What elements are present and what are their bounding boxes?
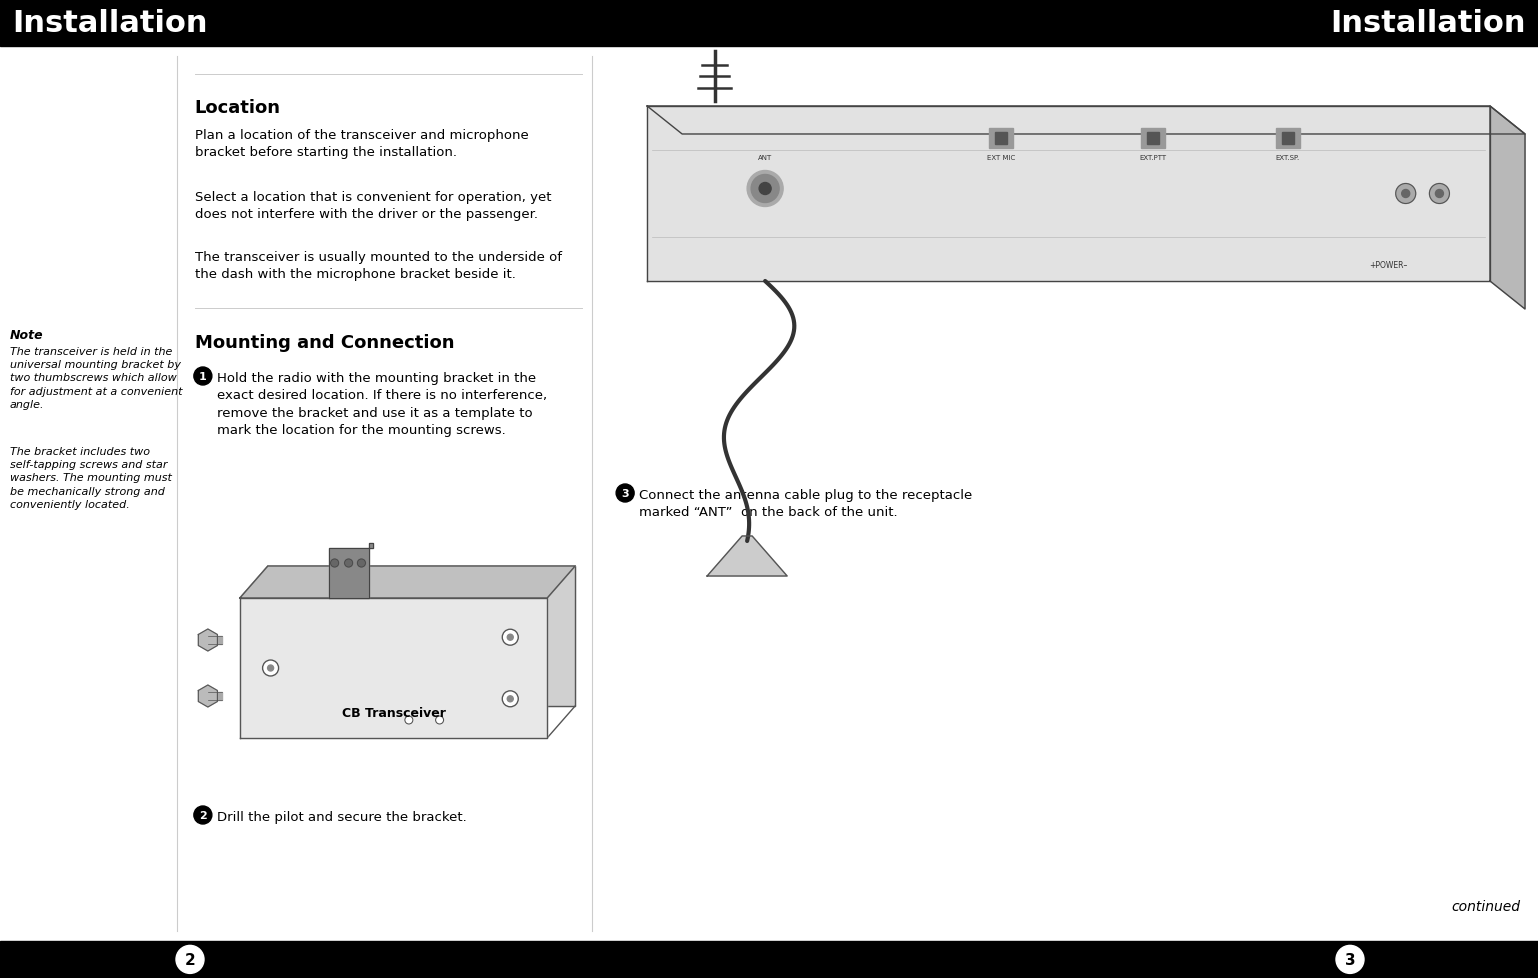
Bar (0, 0, 1538, 47)
Circle shape (263, 660, 278, 677)
Bar (0, 941, 1538, 978)
Bar (989, 129, 1014, 149)
Polygon shape (707, 537, 787, 576)
Text: 1: 1 (198, 372, 206, 381)
Text: ANT: ANT (758, 155, 772, 160)
Text: Installation: Installation (12, 9, 208, 38)
Text: 2: 2 (198, 810, 206, 821)
Circle shape (194, 368, 212, 385)
Circle shape (357, 559, 366, 567)
Bar (208, 692, 221, 700)
Text: EXT MIC: EXT MIC (987, 155, 1015, 160)
Circle shape (508, 635, 514, 641)
Circle shape (194, 806, 212, 824)
Circle shape (747, 171, 783, 207)
Text: Plan a location of the transceiver and microphone
bracket before starting the in: Plan a location of the transceiver and m… (195, 129, 529, 159)
Bar (1147, 133, 1158, 145)
Polygon shape (1490, 107, 1526, 310)
Circle shape (268, 665, 274, 671)
Circle shape (1401, 191, 1410, 199)
Polygon shape (268, 566, 575, 706)
Circle shape (617, 484, 634, 503)
Polygon shape (647, 107, 1526, 135)
Circle shape (175, 946, 205, 973)
Polygon shape (647, 107, 1490, 282)
Polygon shape (240, 566, 575, 599)
Polygon shape (198, 686, 217, 707)
Circle shape (331, 559, 338, 567)
Bar (1275, 129, 1300, 149)
Polygon shape (329, 544, 372, 599)
Circle shape (1429, 184, 1449, 204)
Circle shape (345, 559, 352, 567)
Text: Note: Note (11, 329, 43, 341)
Text: Select a location that is convenient for operation, yet
does not interfere with : Select a location that is convenient for… (195, 191, 551, 221)
Circle shape (404, 716, 412, 725)
Text: Mounting and Connection: Mounting and Connection (195, 333, 454, 352)
Circle shape (1337, 946, 1364, 973)
Circle shape (1435, 191, 1444, 199)
Text: Installation: Installation (1330, 9, 1526, 38)
Circle shape (503, 630, 518, 645)
Text: The transceiver is usually mounted to the underside of
the dash with the microph: The transceiver is usually mounted to th… (195, 250, 561, 282)
Text: continued: continued (1450, 899, 1520, 912)
Circle shape (508, 696, 514, 702)
Text: The transceiver is held in the
universal mounting bracket by
two thumbscrews whi: The transceiver is held in the universal… (11, 346, 183, 410)
Circle shape (1395, 184, 1415, 204)
Text: Drill the pilot and secure the bracket.: Drill the pilot and secure the bracket. (217, 810, 466, 823)
Circle shape (435, 716, 443, 725)
Polygon shape (198, 630, 217, 651)
Text: Connect the antenna cable plug to the receptacle
marked “ANT”  on the back of th: Connect the antenna cable plug to the re… (640, 488, 972, 519)
Circle shape (503, 691, 518, 707)
Text: Hold the radio with the mounting bracket in the
exact desired location. If there: Hold the radio with the mounting bracket… (217, 372, 548, 437)
Text: EXT.PTT: EXT.PTT (1140, 155, 1166, 160)
Text: 3: 3 (1344, 952, 1355, 967)
Text: 3: 3 (621, 488, 629, 499)
Bar (208, 637, 221, 645)
Circle shape (751, 175, 780, 203)
Bar (1281, 133, 1293, 145)
Text: The bracket includes two
self-tapping screws and star
washers. The mounting must: The bracket includes two self-tapping sc… (11, 447, 172, 510)
Polygon shape (240, 599, 548, 738)
Circle shape (760, 183, 771, 196)
Bar (1141, 129, 1164, 149)
Text: Location: Location (195, 99, 281, 117)
Bar (995, 133, 1007, 145)
Text: CB Transceiver: CB Transceiver (341, 706, 446, 720)
Text: EXT.SP.: EXT.SP. (1275, 155, 1300, 160)
Text: 2: 2 (185, 952, 195, 967)
Text: +POWER–: +POWER– (1370, 261, 1409, 270)
